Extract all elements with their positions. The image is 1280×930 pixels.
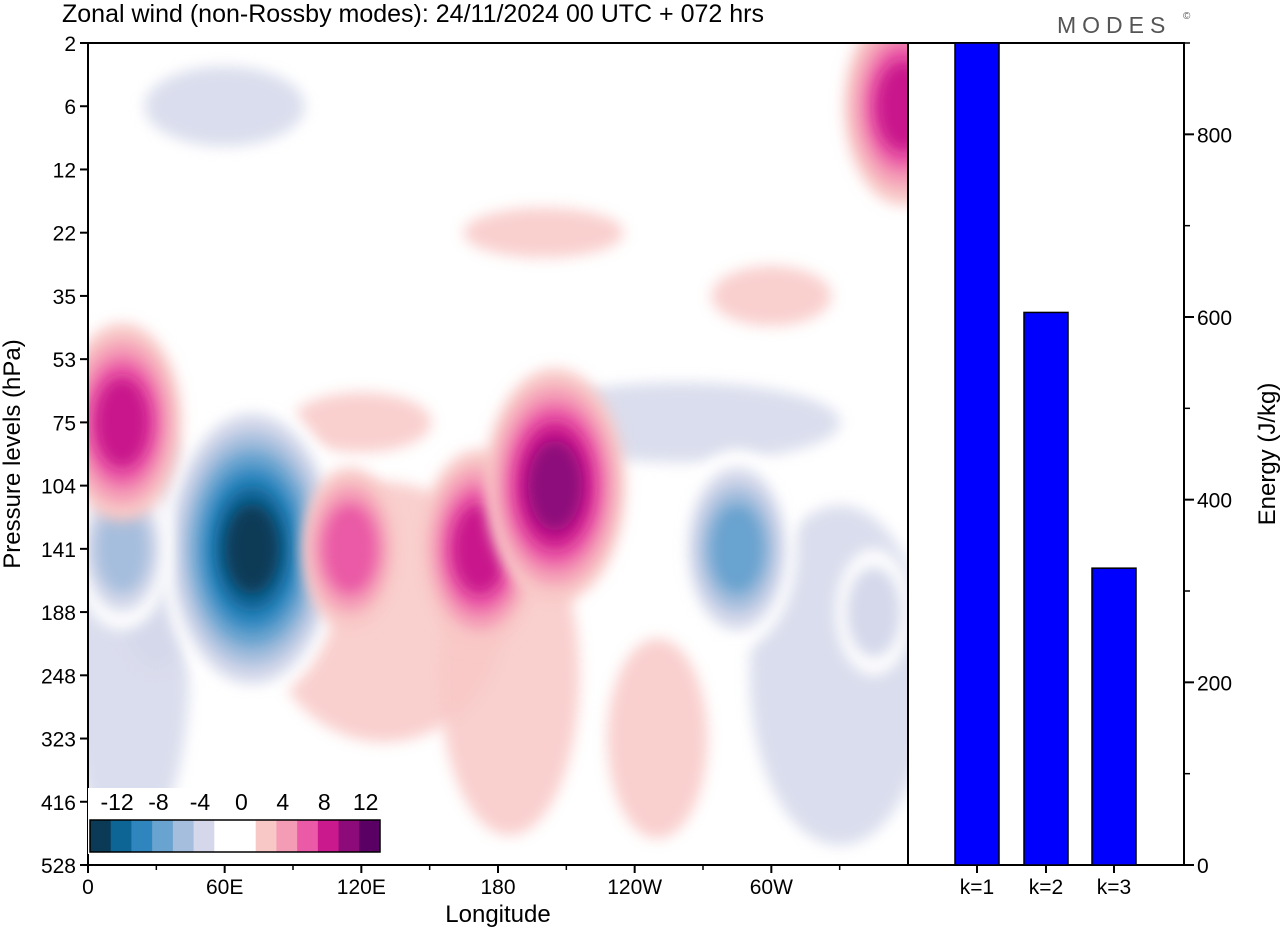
colorbar-tick-label: -4: [190, 789, 211, 815]
contour-region: [876, 61, 908, 152]
colorbar-swatch: [297, 820, 319, 852]
x-tick-label: 60E: [206, 876, 243, 899]
x-axis-label: Longitude: [445, 901, 550, 928]
colorbar-tick-label: 8: [318, 789, 331, 815]
energy-tick-label: 800: [1197, 124, 1232, 147]
colorbar-tick-label: -12: [100, 789, 133, 815]
colorbar-swatch: [276, 820, 298, 852]
y-tick-label: 528: [41, 855, 76, 878]
colorbar-tick-label: 4: [276, 789, 289, 815]
y-tick-label: 35: [53, 286, 76, 309]
y-tick-label: 104: [41, 476, 76, 499]
y-tick-label: 53: [53, 349, 76, 372]
energy-bar: [954, 42, 1000, 866]
colorbar-swatch: [90, 820, 112, 852]
bar-category-label: k=3: [1097, 876, 1131, 899]
y-tick-label: 188: [41, 602, 76, 625]
energy-axis: 0 200 400 600 800: [1184, 42, 1232, 878]
x-tick-label: 120W: [607, 876, 662, 899]
energy-tick-label: 400: [1197, 490, 1232, 513]
energy-bar: [1023, 311, 1069, 866]
y-tick-label: 141: [41, 539, 76, 562]
colorbar-tick-label: 12: [353, 789, 379, 815]
heatmap-panel: [87, 42, 909, 866]
contour-region: [607, 638, 708, 839]
x-tick-label: 60W: [750, 876, 793, 899]
colorbar-tick-label: -8: [148, 789, 168, 815]
y-tick-label: 323: [41, 729, 76, 752]
contour-region: [527, 440, 582, 531]
contour-region: [322, 503, 377, 594]
colorbar-swatch: [317, 820, 340, 852]
colorbar-swatch: [110, 820, 132, 852]
energy-panel: k=1 k=2 k=3 0 200 400 600 800: [907, 42, 1232, 899]
modes-logo: MODES: [1057, 12, 1171, 38]
y-tick-label: 416: [41, 792, 76, 815]
x-tick-label: 120E: [337, 876, 386, 899]
y-tick-label: 6: [64, 96, 76, 119]
wind-contours: [88, 43, 908, 846]
energy-tick-label: 0: [1197, 855, 1209, 878]
bar-category-label: k=1: [960, 876, 994, 899]
chart-title: Zonal wind (non-Rossby modes): 24/11/202…: [62, 0, 764, 28]
logo-mark: ©: [1183, 11, 1191, 22]
colorbar-tick-label: 0: [235, 789, 248, 815]
colorbar-frame: [89, 819, 381, 853]
contour-region: [144, 66, 305, 147]
colorbar-swatch: [359, 820, 381, 852]
colorbar-swatch: [255, 820, 277, 852]
contour-region: [463, 207, 624, 258]
energy-tick-label: 600: [1197, 307, 1232, 330]
y-tick-label: 22: [53, 223, 76, 246]
colorbar-swatch: [235, 820, 257, 852]
y-axis: 2 6 12 22 35 53 75 104 141 188 248 323 416 528: [41, 33, 88, 878]
contour-region: [291, 392, 432, 453]
colorbar-swatch: [214, 820, 236, 852]
colorbar-swatch: [193, 820, 215, 852]
contour-region: [711, 265, 832, 326]
energy-axis-label: Energy (J/kg): [1254, 383, 1280, 526]
contour-region: [95, 503, 150, 594]
x-tick-label: 180: [480, 876, 515, 899]
y-tick-label: 12: [53, 159, 76, 182]
colorbar-swatch: [172, 820, 195, 852]
colorbar: -12 -8 -4 0 4 8 12: [88, 788, 382, 854]
contour-region: [225, 503, 279, 594]
y-tick-label: 75: [53, 412, 76, 435]
y-tick-label: 2: [64, 33, 76, 56]
contour-region: [846, 567, 901, 658]
contour-region: [95, 377, 150, 468]
colorbar-swatch: [131, 820, 153, 852]
contour-region: [710, 503, 765, 594]
energy-tick-label: 200: [1197, 672, 1232, 695]
colorbar-swatch: [152, 820, 174, 852]
bar-category-label: k=2: [1029, 876, 1063, 899]
colorbar-swatch: [338, 820, 360, 852]
y-tick-label: 248: [41, 665, 76, 688]
x-axis: 0 60E 120E 180 120W 60W: [82, 865, 841, 899]
y-axis-label: Pressure levels (hPa): [0, 339, 26, 568]
energy-bars: k=1 k=2 k=3: [954, 42, 1137, 899]
energy-bar: [1091, 567, 1137, 866]
x-tick-label: 0: [82, 876, 94, 899]
